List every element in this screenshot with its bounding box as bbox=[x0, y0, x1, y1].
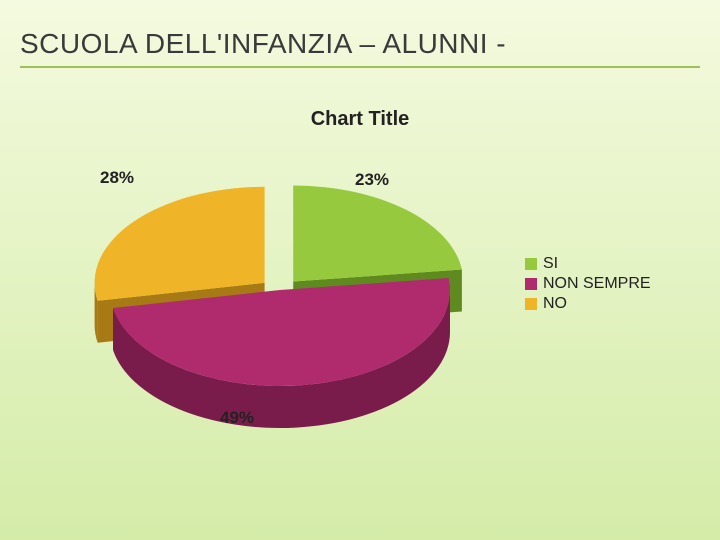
legend-label: NO bbox=[543, 295, 567, 313]
legend-item: NO bbox=[525, 295, 651, 313]
pie-slice-label: 49% bbox=[220, 408, 254, 428]
pie-slice-label: 28% bbox=[100, 168, 134, 188]
pie-chart-svg bbox=[80, 140, 480, 480]
legend-label: NON SEMPRE bbox=[543, 275, 651, 293]
legend-item: NON SEMPRE bbox=[525, 275, 651, 293]
legend-swatch-no bbox=[525, 298, 537, 310]
slide-title: SCUOLA DELL'INFANZIA – ALUNNI - bbox=[20, 28, 700, 68]
pie-slice-label: 23% bbox=[355, 170, 389, 190]
pie-chart: 23% 49% 28% bbox=[80, 140, 480, 480]
legend-swatch-nonsempre bbox=[525, 278, 537, 290]
legend-swatch-si bbox=[525, 258, 537, 270]
legend-label: SI bbox=[543, 255, 558, 273]
chart-title: Chart Title bbox=[0, 108, 720, 131]
legend: SI NON SEMPRE NO bbox=[525, 255, 651, 315]
legend-item: SI bbox=[525, 255, 651, 273]
